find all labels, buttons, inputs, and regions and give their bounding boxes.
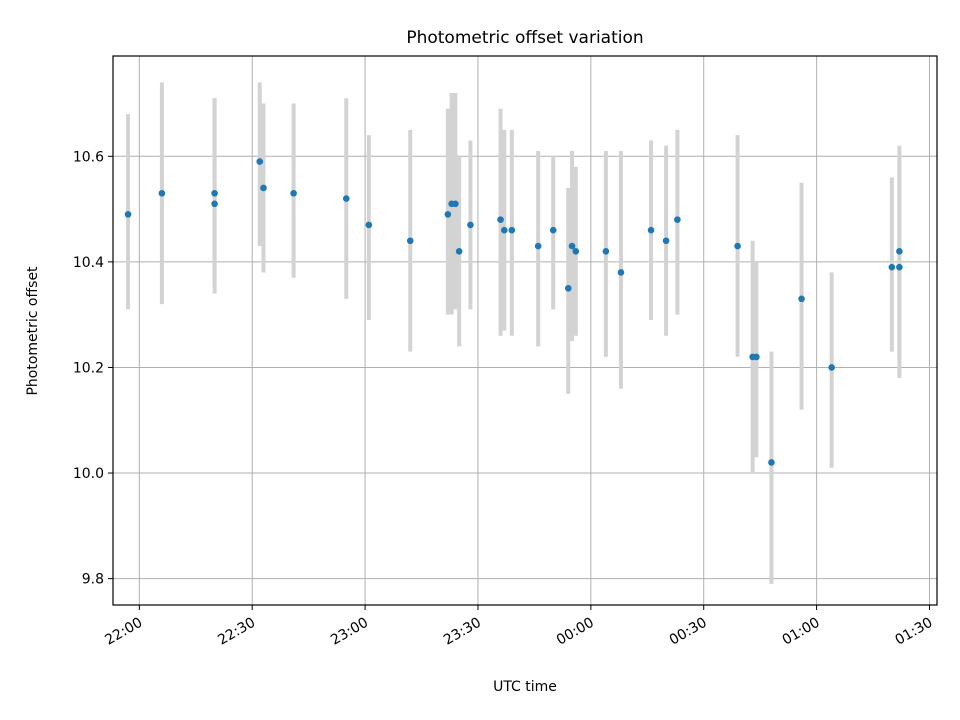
data-point: [534, 242, 542, 250]
x-tick-label: 22:00: [102, 615, 145, 649]
x-tick-label: 01:00: [780, 615, 823, 649]
x-tick-label: 00:30: [667, 615, 710, 649]
y-tick-label: 9.8: [82, 572, 104, 588]
data-point: [602, 248, 610, 255]
data-point: [260, 184, 267, 192]
data-point: [888, 263, 896, 271]
x-axis-label: UTC time: [493, 679, 557, 695]
error-bars: [126, 82, 902, 584]
data-point: [508, 226, 516, 234]
x-tick-label: 01:30: [893, 615, 936, 649]
data-point: [342, 195, 350, 202]
data-point: [647, 226, 655, 234]
y-tick-label: 10.2: [73, 360, 104, 376]
data-point: [497, 216, 504, 223]
data-point: [211, 200, 218, 208]
grid: [113, 56, 937, 605]
y-tick-label: 10.6: [73, 149, 104, 165]
y-axis-label: Photometric offset: [25, 266, 41, 396]
data-point: [662, 237, 670, 245]
y-tick-label: 10.4: [73, 255, 104, 271]
data-point: [768, 459, 775, 466]
x-tick-label: 00:00: [554, 615, 597, 649]
data-point: [501, 226, 508, 234]
data-point: [211, 189, 218, 197]
data-point: [256, 158, 264, 165]
data-point: [549, 226, 557, 234]
data-point: [798, 295, 805, 303]
data-point: [158, 189, 166, 197]
data-point: [896, 248, 903, 255]
data-points: [124, 158, 903, 466]
data-point: [290, 189, 297, 197]
x-tick-label: 22:30: [215, 615, 258, 649]
data-point: [455, 248, 463, 255]
data-point: [753, 353, 760, 361]
chart-title: Photometric offset variation: [406, 28, 643, 48]
x-axis: 22:00 22:30 23:00 23:30 00:00 00:30 01:00 01:30: [102, 605, 935, 649]
x-tick-label: 23:00: [328, 615, 371, 649]
x-tick-label: 23:30: [441, 615, 484, 649]
data-point: [674, 216, 681, 223]
data-point: [617, 269, 625, 276]
data-point: [564, 284, 572, 292]
data-point: [572, 248, 580, 255]
data-point: [124, 211, 132, 218]
data-point: [365, 221, 373, 229]
data-point: [568, 242, 576, 250]
data-point: [896, 263, 903, 271]
data-point: [467, 221, 474, 229]
plot-frame: [112, 55, 938, 606]
data-point: [828, 364, 835, 371]
data-point: [406, 237, 414, 245]
y-axis: 9.8 10.0 10.2 10.4 10.6: [73, 149, 113, 588]
y-tick-label: 10.0: [73, 466, 104, 482]
data-point: [452, 200, 459, 208]
data-point: [444, 211, 452, 218]
data-point: [734, 242, 741, 250]
